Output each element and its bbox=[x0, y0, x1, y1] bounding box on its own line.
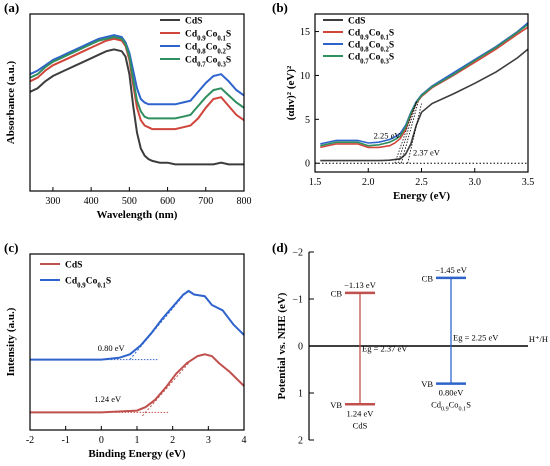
d-vb-value: 0.80eV bbox=[439, 388, 465, 398]
a-legend-entry: CdS bbox=[185, 17, 202, 27]
b-series-line bbox=[320, 23, 529, 147]
d-vb-tag: VB bbox=[330, 400, 342, 410]
c-panel-letter: (c) bbox=[4, 240, 18, 255]
d-y-tick-label: 1 bbox=[298, 389, 303, 400]
b-x-tick-label: 3.0 bbox=[469, 177, 482, 188]
a-x-tick-label: 600 bbox=[160, 196, 175, 207]
a-x-tick-label: 500 bbox=[122, 196, 137, 207]
d-cb-tag: CB bbox=[331, 288, 343, 298]
a-series-line bbox=[29, 34, 245, 106]
d-cb-value: −1.45 eV bbox=[435, 265, 468, 275]
d-reference-label: H⁺/H bbox=[529, 334, 548, 344]
a-legend-entry: Cd0.8Co0.2S bbox=[185, 43, 231, 56]
d-y-tick-label: −2 bbox=[292, 248, 303, 259]
a-y-axis-title: Absorbance (a.u.) bbox=[5, 60, 17, 144]
b-tangent-line bbox=[394, 101, 417, 164]
c-x-tick-label: 0 bbox=[99, 435, 104, 446]
c-y-axis-title: Intensity (a.u.) bbox=[5, 307, 17, 376]
d-material-label: Cd0.9Co0.1S bbox=[431, 400, 471, 413]
b-x-axis-title: Energy (eV) bbox=[393, 190, 450, 202]
c-x-tick-label: 3 bbox=[206, 435, 211, 446]
d-y-tick-label: −1 bbox=[292, 295, 303, 306]
c-annotation: 0.80 eV bbox=[98, 343, 126, 353]
c-x-tick-label: 4 bbox=[242, 435, 247, 446]
b-legend-entry: Cd0.7Co0.3S bbox=[348, 53, 394, 66]
a-x-axis-title: Wavelength (nm) bbox=[97, 209, 178, 221]
a-x-tick-label: 700 bbox=[198, 196, 213, 207]
b-y-tick-label: 0 bbox=[305, 159, 310, 170]
b-x-tick-label: 1.5 bbox=[309, 177, 322, 188]
c-x-tick-label: -1 bbox=[61, 435, 69, 446]
a-series-line bbox=[29, 37, 245, 131]
a-legend-entry: Cd0.9Co0.1S bbox=[185, 30, 231, 43]
c-plot-frame bbox=[29, 253, 245, 431]
b-panel-letter: (b) bbox=[272, 0, 288, 15]
b-series-line bbox=[320, 48, 529, 162]
a-legend-entry: Cd0.7Co0.3S bbox=[185, 56, 231, 69]
a-plot-frame bbox=[29, 13, 245, 192]
b-tangent-line bbox=[407, 103, 422, 164]
a-series-line bbox=[29, 35, 245, 120]
d-material-label: CdS bbox=[353, 420, 368, 430]
c-x-tick-label: -2 bbox=[26, 435, 34, 446]
b-x-tick-label: 2.5 bbox=[415, 177, 428, 188]
a-series-line bbox=[29, 48, 244, 166]
d-y-tick-label: 0 bbox=[298, 342, 303, 353]
b-y-tick-label: 15 bbox=[300, 27, 310, 38]
c-legend-entry: Cd0.9Co0.1S bbox=[65, 277, 111, 290]
d-band-gap-label: Eg = 2.25 eV bbox=[453, 332, 499, 342]
b-y-tick-label: 5 bbox=[305, 115, 310, 126]
b-annotation: 2.37 eV bbox=[413, 147, 441, 157]
c-annotation: 1.24 eV bbox=[94, 394, 122, 404]
b-legend-entry: Cd0.9Co0.1S bbox=[348, 29, 394, 42]
b-y-axis-title: (αhv)² (eV)² bbox=[285, 65, 297, 120]
a-x-tick-label: 400 bbox=[84, 196, 99, 207]
d-cb-value: −1.13 eV bbox=[344, 280, 377, 290]
b-legend-entry: Cd0.8Co0.2S bbox=[348, 41, 394, 54]
a-x-tick-label: 800 bbox=[237, 196, 252, 207]
a-panel-letter: (a) bbox=[4, 0, 19, 15]
b-y-tick-label: 10 bbox=[300, 71, 310, 82]
d-y-axis-title: Potential vs. NHE (eV) bbox=[276, 292, 288, 399]
c-slope-fit bbox=[129, 288, 190, 360]
c-x-axis-title: Binding Energy (eV) bbox=[88, 448, 186, 460]
b-legend-entry: CdS bbox=[348, 17, 365, 27]
c-series-line bbox=[30, 289, 245, 361]
b-x-tick-label: 3.5 bbox=[522, 177, 535, 188]
d-panel-letter: (d) bbox=[272, 240, 288, 255]
d-vb-value: 1.24 eV bbox=[347, 408, 375, 418]
c-series-line bbox=[30, 353, 245, 414]
b-x-tick-label: 2.0 bbox=[362, 177, 375, 188]
c-x-tick-label: 2 bbox=[170, 435, 175, 446]
d-cb-tag: CB bbox=[422, 273, 434, 283]
d-vb-tag: VB bbox=[421, 379, 433, 389]
d-band-gap-label: Eg = 2.37 eV bbox=[362, 344, 408, 354]
b-tangent-line bbox=[397, 99, 418, 164]
d-y-tick-label: 2 bbox=[298, 436, 303, 447]
a-x-tick-label: 300 bbox=[45, 196, 60, 207]
c-x-tick-label: 1 bbox=[135, 435, 140, 446]
c-slope-fit bbox=[141, 362, 190, 417]
c-legend-entry: CdS bbox=[65, 261, 82, 271]
b-annotation: 2.25 eV bbox=[374, 131, 402, 141]
